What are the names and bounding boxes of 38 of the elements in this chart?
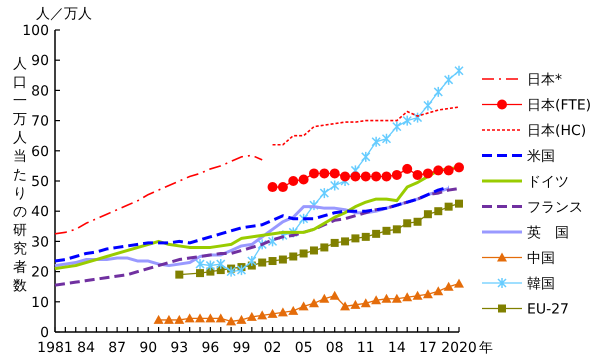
y-tick-label: 90 xyxy=(31,53,49,70)
y-tick-label: 80 xyxy=(31,83,49,100)
x-axis-title: 年 xyxy=(479,340,493,356)
x-tick-label: 11 xyxy=(356,340,375,356)
legend-label: フランス xyxy=(527,200,583,216)
x-tick-label: 99 xyxy=(232,340,250,356)
y-tick-label: 20 xyxy=(31,264,49,281)
text: 人／万人 xyxy=(36,6,92,22)
y-tick-label: 70 xyxy=(31,114,49,130)
x-tick-label: 90 xyxy=(139,340,158,356)
x-tick-label: 17 xyxy=(419,340,437,356)
y-tick-label: 50 xyxy=(31,174,49,190)
legend-label: 日本(FTE) xyxy=(527,98,592,114)
legend-label: 日本* xyxy=(527,72,562,88)
legend-label: ドイツ xyxy=(527,174,569,190)
y-tick-label: 100 xyxy=(22,23,49,39)
x-tick-label: 08 xyxy=(326,340,344,356)
y-tick-label: 10 xyxy=(31,294,49,311)
x-tick-label: 84 xyxy=(77,340,96,356)
text: 人口一万人当たりの研究者数 xyxy=(13,56,27,294)
legend-label: 日本(HC) xyxy=(527,123,586,139)
x-tick-label: 2020 xyxy=(441,340,477,356)
legend-label: 中国 xyxy=(527,250,555,266)
y-tick-label: 40 xyxy=(31,204,49,220)
legend-label: 韓国 xyxy=(527,276,555,292)
x-tick-label: 96 xyxy=(201,340,220,356)
x-tick-label: 05 xyxy=(294,340,313,356)
y-tick-label: 60 xyxy=(31,144,49,160)
x-tick-label: 93 xyxy=(170,340,188,356)
legend-label: 英 国 xyxy=(527,225,569,241)
x-tick-label: 87 xyxy=(108,340,126,356)
legend-label: 米国 xyxy=(527,148,555,164)
legend-label: EU-27 xyxy=(527,302,569,318)
x-tick-label: 14 xyxy=(388,340,406,356)
y-tick-label: 0 xyxy=(40,325,49,341)
x-tick-label: 1981 xyxy=(37,340,73,356)
x-tick-label: 02 xyxy=(264,340,282,356)
y-tick-label: 30 xyxy=(31,234,49,250)
